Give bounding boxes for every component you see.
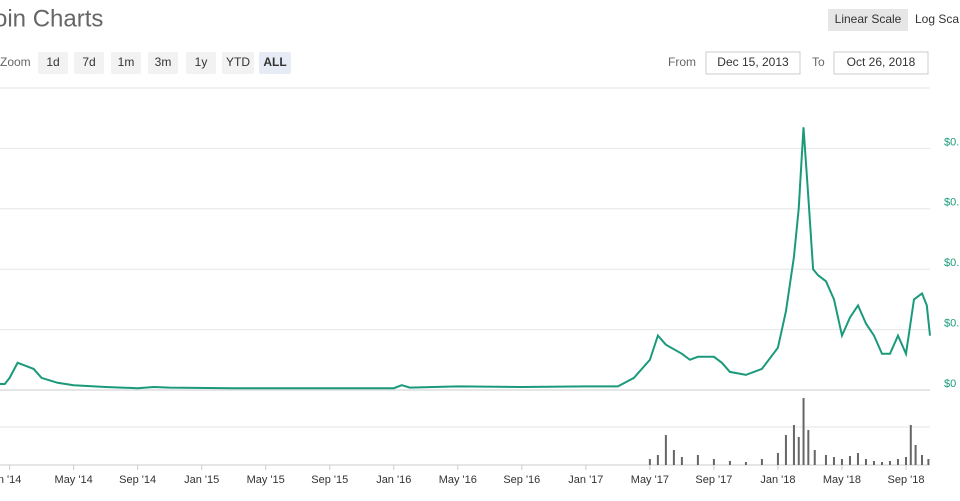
volume-bar (672, 450, 675, 465)
zoom-button-label[interactable]: 3m (155, 55, 172, 69)
from-label: From (668, 55, 696, 69)
x-tick-label: Jan '17 (568, 474, 603, 486)
volume-bar (856, 453, 859, 465)
x-tick-label: Sep '18 (888, 474, 925, 486)
x-tick-label: Sep '17 (695, 474, 732, 486)
volume-bar (927, 459, 930, 465)
x-tick-label: May '15 (247, 474, 285, 486)
volume-bar (664, 435, 667, 465)
zoom-button-label[interactable]: 1m (118, 55, 135, 69)
volume-bar (914, 445, 917, 465)
volume-bar (728, 461, 731, 465)
volume-bar (760, 459, 763, 465)
x-tick-label: May '16 (439, 474, 477, 486)
volume-bar (797, 437, 800, 465)
x-tick-label: Sep '14 (119, 474, 156, 486)
zoom-button-label[interactable]: 1d (46, 55, 59, 69)
x-tick-label: Jan '15 (184, 474, 219, 486)
to-label: To (812, 55, 825, 69)
zoom-button[interactable] (148, 52, 178, 74)
volume-bar (813, 450, 816, 465)
page-title: oin Charts (0, 5, 103, 32)
x-tick-label: Jan '18 (760, 474, 795, 486)
volume-bar (872, 461, 875, 465)
zoom-button-label[interactable]: 1y (195, 55, 208, 69)
to-input[interactable] (833, 51, 929, 75)
zoom-button[interactable] (111, 52, 141, 74)
x-tick-label: Sep '15 (311, 474, 348, 486)
volume-bar (824, 455, 827, 465)
zoom-button[interactable] (38, 52, 68, 74)
zoom-button-label[interactable]: YTD (226, 55, 250, 69)
volume-bar (904, 457, 907, 465)
volume-bar (744, 462, 747, 465)
log-scale-label[interactable]: Log Sca (915, 12, 959, 26)
zoom-button-label[interactable]: ALL (263, 55, 286, 69)
volume-bar (909, 425, 912, 465)
volume-bar (880, 462, 883, 465)
volume-bar (648, 459, 651, 465)
y-tick-label: $0. (944, 318, 959, 330)
x-tick-label: Sep '16 (503, 474, 540, 486)
x-tick-label: May '18 (823, 474, 861, 486)
zoom-label: Zoom (0, 55, 31, 69)
volume-bar (807, 430, 810, 465)
from-date[interactable]: Dec 15, 2013 (717, 55, 789, 69)
volume-bar (848, 456, 851, 465)
volume-bar (832, 457, 835, 465)
zoom-button[interactable] (186, 52, 216, 74)
volume-bar (784, 435, 787, 465)
y-tick-label: $0. (944, 197, 959, 209)
zoom-button-label[interactable]: 7d (82, 55, 95, 69)
volume-bar (712, 459, 715, 465)
volume-bar (792, 425, 795, 465)
x-tick-label: May '17 (631, 474, 669, 486)
y-tick-label: $0. (944, 136, 959, 148)
zoom-button[interactable] (222, 52, 254, 74)
linear-scale-button[interactable] (828, 9, 908, 31)
volume-bar (896, 459, 899, 465)
volume-bar (680, 457, 683, 465)
volume-bar (696, 455, 699, 465)
y-tick-label: $0 (944, 378, 956, 390)
volume-bar (864, 459, 867, 465)
x-tick-label: May '14 (55, 474, 93, 486)
volume-bar (802, 398, 805, 465)
to-date[interactable]: Oct 26, 2018 (847, 55, 916, 69)
zoom-button[interactable] (74, 52, 104, 74)
volume-bar (888, 461, 891, 465)
x-tick-label: Jan '16 (376, 474, 411, 486)
from-input[interactable] (705, 51, 801, 75)
x-tick-label: n '14 (0, 474, 21, 486)
volume-bar (920, 455, 923, 465)
volume-bar (656, 455, 659, 465)
linear-scale-label[interactable]: Linear Scale (835, 12, 902, 26)
y-tick-label: $0. (944, 257, 959, 269)
price-line (0, 127, 931, 390)
zoom-buttons: 1d 7d 1m 3m 1y YTD ALL (38, 52, 291, 74)
zoom-button[interactable] (259, 52, 291, 74)
volume-bar (840, 459, 843, 465)
volume-bar (776, 453, 779, 465)
